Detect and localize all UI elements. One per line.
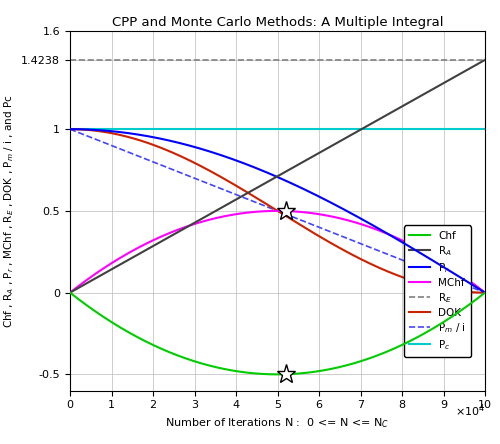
Title: CPP and Monte Carlo Methods: A Multiple Integral: CPP and Monte Carlo Methods: A Multiple … bbox=[112, 16, 444, 28]
X-axis label: Number of Iterations N :  0 <= N <= N$_C$: Number of Iterations N : 0 <= N <= N$_C$ bbox=[166, 416, 390, 430]
Y-axis label: Chf , R$_A$ , P$_r$ , MChf , R$_E$ , DOK , P$_m$ / i , and Pc: Chf , R$_A$ , P$_r$ , MChf , R$_E$ , DOK… bbox=[2, 94, 16, 328]
Text: $\times10^4$: $\times10^4$ bbox=[455, 403, 485, 419]
Legend: Chf, R$_A$, P$_r$, MChf, R$_E$, DOK, P$_m$ / i, P$_c$: Chf, R$_A$, P$_r$, MChf, R$_E$, DOK, P$_… bbox=[404, 226, 471, 357]
